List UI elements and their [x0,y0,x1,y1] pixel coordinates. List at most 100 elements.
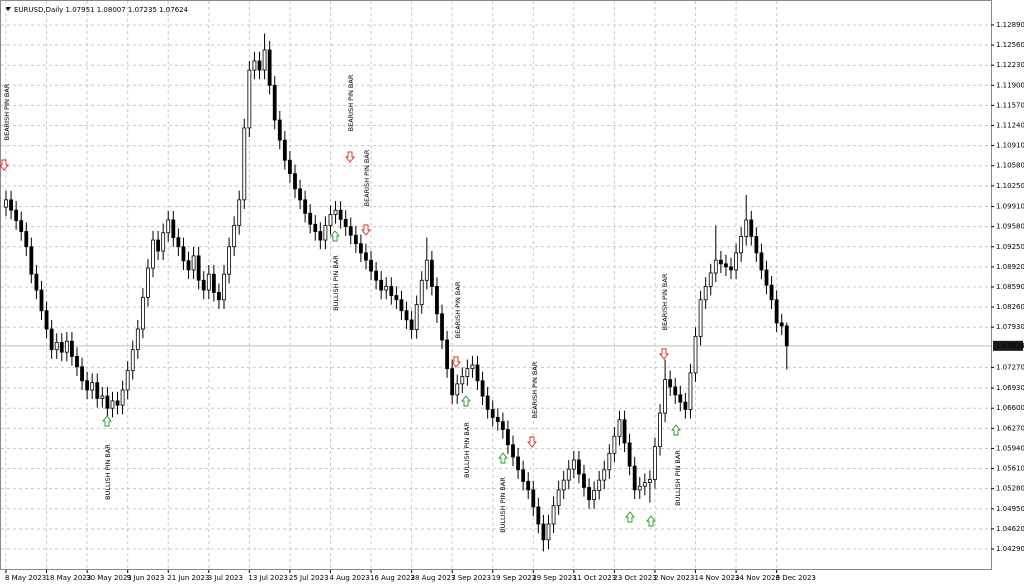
candle-body [754,236,759,254]
annotation: BEARISH PIN BAR [3,83,11,140]
y-tick-label: 1.08590 [996,283,1024,291]
candle-body [364,252,368,261]
candle-body [566,468,571,481]
candle-body [70,340,74,357]
candle-body [597,479,602,491]
candle-body [445,339,449,370]
low-value: 1.07235 [128,6,157,14]
candle-body [75,356,79,368]
annotation: BULLISH PIN BAR [674,450,682,506]
bullish-arrow [498,452,508,464]
candle-body [369,259,373,272]
candle-body [59,342,64,353]
x-tick-label: 4 Aug 2023 [329,574,369,582]
y-tick-label: 1.10580 [996,162,1024,170]
y-tick-label: 1.06600 [996,404,1024,412]
x-tick-label: 3 Jul 2023 [208,574,243,582]
candle-body [435,285,439,315]
candle-body [318,231,323,241]
x-tick-label: 16 Aug 2023 [370,574,415,582]
candle-body [389,285,394,296]
x-tick-label: 7 Sep 2023 [451,574,491,582]
x-tick-label: 9 Jun 2023 [127,574,165,582]
x-tick-label: 21 Jun 2023 [167,574,209,582]
candle-body [298,188,302,201]
candle-body [211,273,216,293]
candle-body [693,335,698,374]
plot-frame [0,0,992,570]
candle-body [399,299,404,312]
candle-body [313,223,318,232]
y-tick-label: 1.09250 [996,243,1024,251]
y-tick-label: 1.06270 [996,424,1024,432]
candle-body [272,84,277,121]
candle-body [247,69,252,129]
x-tick-label: 28 Aug 2023 [411,574,456,582]
candle-body [338,209,343,220]
candle-body [500,421,505,430]
candle-body [384,285,389,291]
candle-body [632,465,637,491]
annotation: BULLISH PIN BAR [463,422,471,478]
candle-body [29,246,34,275]
candle-body [592,490,597,501]
candle-body [739,236,744,254]
annotation: BULLISH PIN BAR [104,444,112,500]
candle-body [455,383,460,396]
current-price-label: 1.07624 [996,342,1024,350]
candle-body [242,127,247,201]
candle-body [80,366,84,382]
candle-body [637,485,642,491]
candle-body [506,429,510,446]
candle-body [460,376,465,385]
symbol: EURUSD,Daily [14,6,63,14]
candle-body [764,269,769,286]
candle-body [237,199,242,226]
candle-body [556,489,561,507]
candle-body [135,328,140,351]
y-tick-label: 1.05940 [996,444,1024,452]
candle-body [475,364,480,382]
candle-body [95,382,100,399]
y-tick-label: 1.12560 [996,41,1024,49]
candle-body [774,299,779,324]
candle-body [642,482,647,487]
candle-body [647,479,652,483]
close-value: 1.07624 [159,6,188,14]
y-tick-label: 1.11240 [996,122,1024,130]
candle-body [252,60,257,71]
candle-body [333,209,338,215]
bearish-arrow [527,436,537,448]
candle-body [713,259,718,274]
bullish-arrow [625,511,635,523]
candle-body [541,523,546,541]
candle-body [465,368,470,377]
y-tick-label: 1.12230 [996,61,1024,69]
annotation: BULLISH PIN BAR [499,477,507,533]
candle-body [490,409,495,418]
candle-body [64,340,69,353]
candle-body [769,284,774,301]
candle-body [328,214,333,226]
candle-body [673,386,678,396]
x-tick-label: 18 May 2023 [46,574,92,582]
candle-body [516,456,520,471]
x-tick-label: 29 Sep 2023 [532,574,576,582]
annotation: BEARISH PIN BAR [531,361,539,418]
x-tick-label: 13 Jul 2023 [248,574,288,582]
x-tick-label: 14 Nov 2023 [695,574,740,582]
candle-body [267,49,272,86]
candle-body [602,469,607,481]
candle-body [125,370,130,391]
bearish-arrow [0,159,9,171]
candle-body [546,523,551,541]
candle-body [734,252,738,271]
annotation: BULLISH PIN BAR [332,255,340,311]
annotation: BEARISH PIN BAR [454,281,462,338]
y-tick-label: 1.10910 [996,142,1024,150]
candle-body [551,505,556,525]
candle-body [429,259,434,287]
candle-body [130,349,135,371]
candle-body [617,419,622,437]
candle-body [49,328,54,351]
